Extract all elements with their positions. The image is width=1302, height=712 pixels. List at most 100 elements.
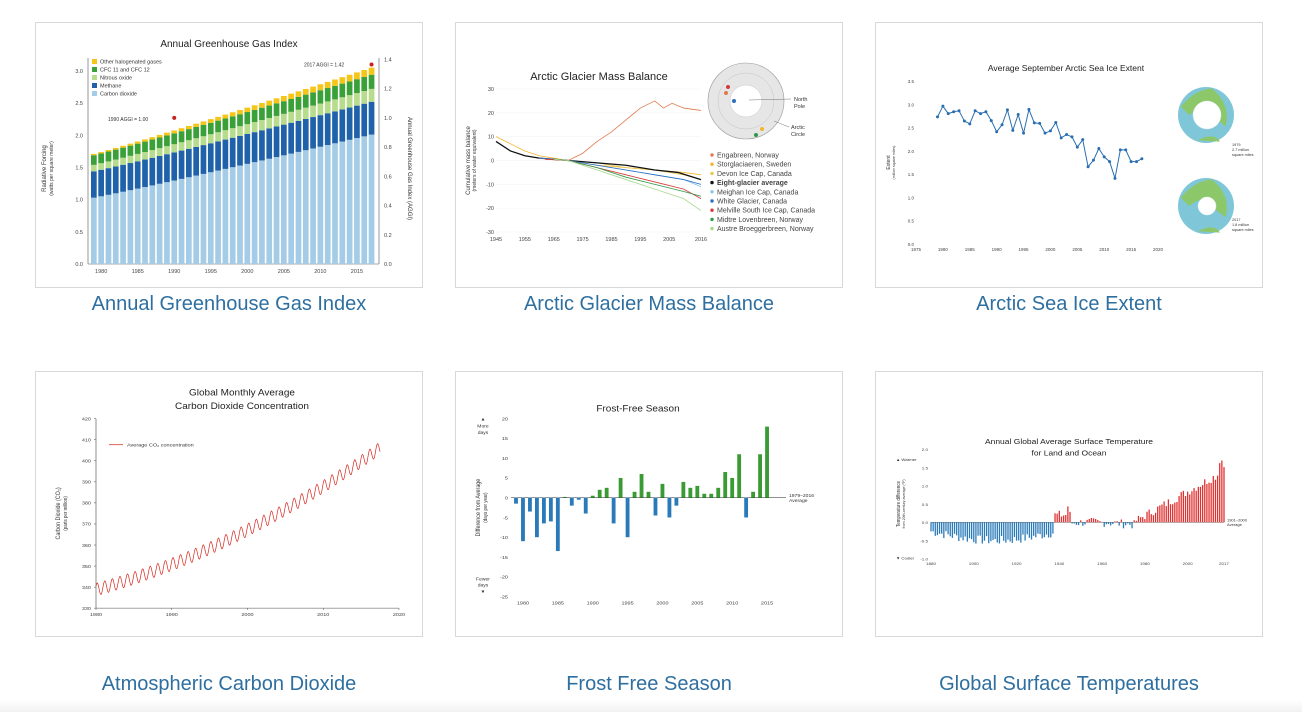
data-point <box>1016 113 1020 117</box>
y-tick-label: 2.0 <box>908 149 915 154</box>
bar <box>1005 522 1007 543</box>
x-tick-label: 2010 <box>726 601 738 607</box>
bar-segment-cfc <box>251 109 258 123</box>
bar-segment-n2o <box>186 140 192 149</box>
bar <box>625 497 630 538</box>
caption-sea-ice-extent[interactable]: Arctic Sea Ice Extent <box>976 293 1162 315</box>
bar <box>968 522 971 539</box>
legend-label: Eight-glacier average <box>717 180 788 187</box>
bar-segment-ch4 <box>302 118 309 151</box>
chart-sea-ice-extent: Average September Arctic Sea Ice Extent 0… <box>886 63 1254 252</box>
caption-carbon-dioxide[interactable]: Atmospheric Carbon Dioxide <box>101 673 357 695</box>
bar <box>1206 484 1208 523</box>
bar-segment-other <box>251 105 258 110</box>
bar <box>1000 522 1003 536</box>
data-point <box>1005 108 1009 112</box>
y-tick-label: 2.0 <box>922 447 929 452</box>
caption-surface-temperature[interactable]: Global Surface Temperatures <box>939 673 1199 695</box>
bar <box>1105 522 1108 525</box>
bar <box>994 522 996 539</box>
x-tick-label: 2000 <box>241 269 253 275</box>
bar <box>1212 476 1214 523</box>
bar <box>960 522 962 538</box>
bar <box>1124 522 1127 526</box>
map-leader <box>773 120 790 128</box>
bar-segment-other <box>193 123 200 128</box>
bar-segment-cfc <box>215 120 221 133</box>
bar-segment-n2o <box>215 132 221 142</box>
x-tick-label: 2010 <box>1099 247 1110 252</box>
bar <box>765 426 769 498</box>
caption-frost-free-season[interactable]: Frost Free Season <box>566 673 732 695</box>
y-tick-label: -1.0 <box>920 557 928 562</box>
bar-segment-co2 <box>120 191 126 264</box>
bar <box>979 522 981 536</box>
x-tick-label: 1995 <box>621 601 633 607</box>
bar <box>1097 520 1099 523</box>
bar-segment-other <box>266 100 273 106</box>
bar-segment-co2 <box>273 157 280 264</box>
card-surface-temperature[interactable]: Annual Global Average Surface Temperatur… <box>875 371 1263 637</box>
bar-segment-other <box>354 72 360 80</box>
bar <box>1095 518 1097 523</box>
y-tick-label: 0.5 <box>922 502 929 507</box>
card-sea-ice-extent[interactable]: Average September Arctic Sea Ice Extent 0… <box>875 22 1263 288</box>
bar-segment-n2o <box>339 97 346 110</box>
bar-segment-other <box>149 137 156 140</box>
bar-segment-co2 <box>259 160 265 264</box>
bar <box>1187 491 1189 523</box>
card-carbon-dioxide[interactable]: Global Monthly Average Carbon Dioxide Con… <box>35 371 423 637</box>
map-marker <box>760 127 764 131</box>
bar <box>1039 522 1041 535</box>
bar-segment-cfc <box>156 137 163 149</box>
fewer-days-label-2: days <box>478 583 489 589</box>
map-ice <box>729 84 763 118</box>
y-tick-label: 1.5 <box>908 172 915 177</box>
y2-axis-label: Annual Greenhouse Gas Index (AGGI) <box>406 117 412 220</box>
bar-segment-n2o <box>200 136 207 146</box>
bar <box>1176 501 1178 523</box>
caption-glacier-mass-balance[interactable]: Arctic Glacier Mass Balance <box>523 293 775 315</box>
fewer-days-label-1: Fewer <box>476 577 490 583</box>
bar <box>1007 522 1009 540</box>
bar <box>1219 463 1221 523</box>
bar <box>936 522 939 536</box>
legend-swatch <box>710 153 714 157</box>
bar-segment-cfc <box>317 90 324 104</box>
bar <box>945 522 947 532</box>
map-label-arctic-circle-2: Circle <box>791 132 805 138</box>
bar-segment-n2o <box>244 124 251 135</box>
card-frost-free-season[interactable]: Frost-Free Season 20 15 10 5 0 -5 -10 -15 -20 -25 1… <box>455 371 843 637</box>
bar-segment-co2 <box>229 167 236 264</box>
data-point <box>1097 147 1101 151</box>
bar <box>1092 518 1095 523</box>
baseline-label-1: 1979–2016 <box>789 493 814 499</box>
bar-segment-ch4 <box>193 146 200 176</box>
bar <box>1221 460 1223 523</box>
bar <box>1020 522 1022 543</box>
bar-segment-other <box>346 74 353 82</box>
bar <box>618 477 623 498</box>
card-greenhouse-gas-index[interactable]: Annual Greenhouse Gas Index 0.0 0.5 1.0 1.5 2… <box>35 22 423 288</box>
bar <box>1026 522 1028 535</box>
series-line <box>937 105 1143 179</box>
caption-greenhouse-gas-index[interactable]: Annual Greenhouse Gas Index <box>91 293 367 315</box>
bar <box>514 497 518 504</box>
bar <box>962 522 964 541</box>
legend-label: Storglaciaeren, Sweden <box>717 162 791 169</box>
bar <box>1214 479 1217 523</box>
legend-swatch <box>92 59 97 64</box>
y-tick-label: 3.5 <box>908 79 915 84</box>
bar <box>1030 522 1033 540</box>
bar-segment-ch4 <box>273 126 280 158</box>
bar-segment-n2o <box>354 93 360 106</box>
bar <box>934 522 936 536</box>
bar <box>569 497 574 506</box>
bar <box>1084 522 1086 525</box>
x-tick-label: 1990 <box>168 269 180 275</box>
bar-segment-ch4 <box>361 103 368 137</box>
bar-segment-co2 <box>346 139 353 264</box>
card-glacier-mass-balance[interactable]: Arctic Glacier Mass Balance 30 20 10 0 -10 -20… <box>455 22 843 288</box>
y-tick-label: 2.0 <box>75 133 83 139</box>
y-tick-label: 15 <box>502 436 508 442</box>
